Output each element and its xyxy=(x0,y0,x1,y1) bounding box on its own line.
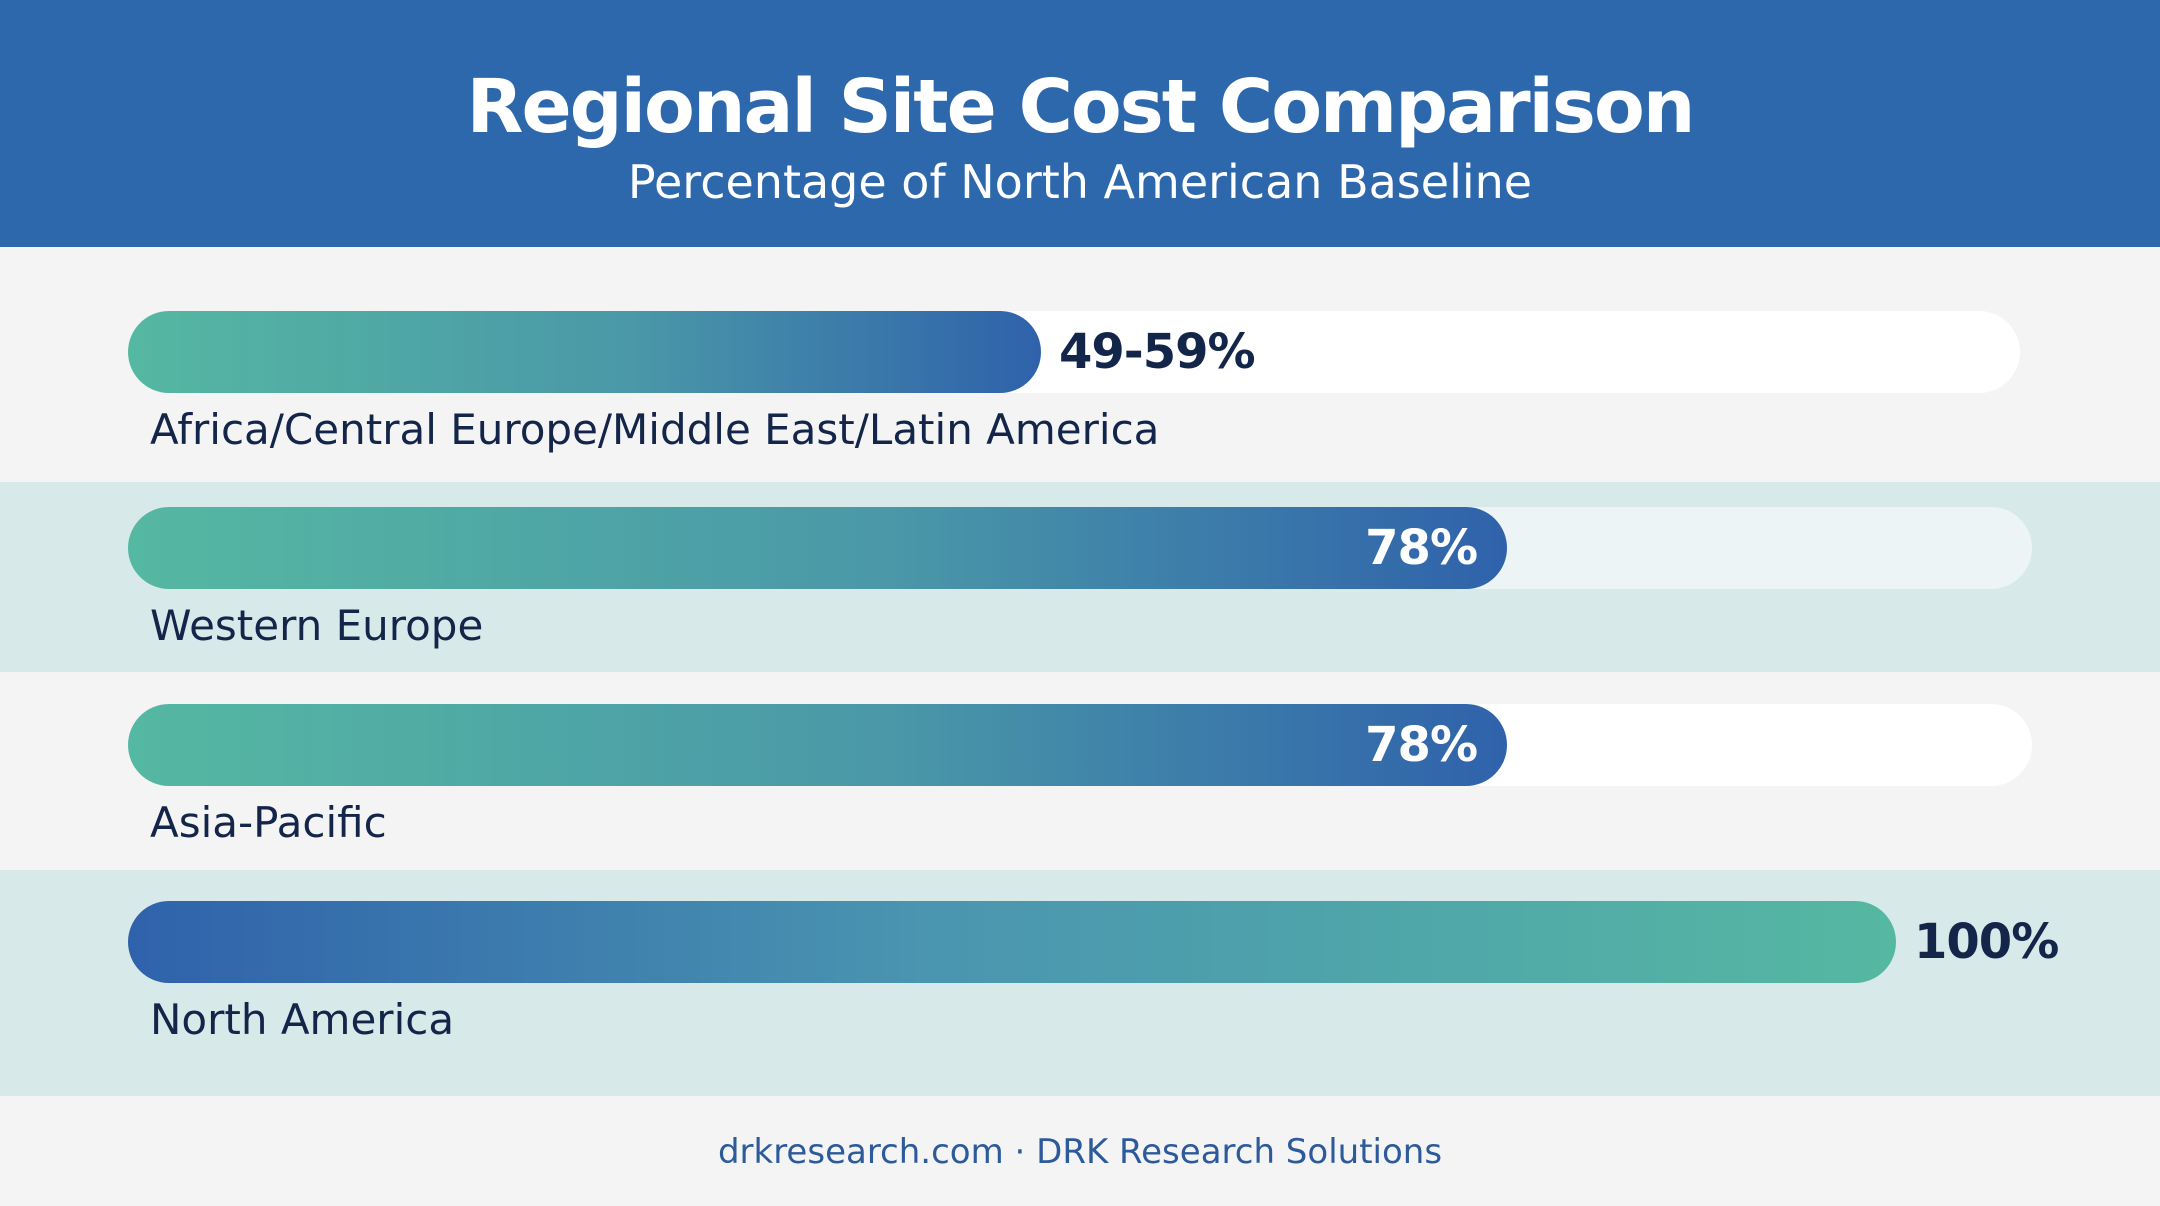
chart-title: Regional Site Cost Comparison xyxy=(466,64,1696,150)
bar xyxy=(128,311,1041,393)
bar-value-label: 100% xyxy=(1914,914,2059,970)
category-label: Africa/Central Europe/Middle East/Latin … xyxy=(150,405,1160,454)
category-label: North America xyxy=(150,995,455,1044)
bar-value-label: 78% xyxy=(1365,520,1478,576)
category-label: Western Europe xyxy=(150,601,484,650)
chart-subtitle: Percentage of North American Baseline xyxy=(627,155,1533,209)
category-label: Asia-Pacific xyxy=(150,798,387,847)
bar-value-label: 49-59% xyxy=(1059,324,1256,380)
chart-header: Regional Site Cost Comparison Percentage… xyxy=(0,0,2160,247)
bar xyxy=(128,704,1508,786)
bar xyxy=(128,901,1896,983)
bar-value-label: 78% xyxy=(1365,717,1478,773)
bar xyxy=(128,507,1508,589)
footer-credit: drkresearch.com · DRK Research Solutions xyxy=(717,1132,1443,1172)
